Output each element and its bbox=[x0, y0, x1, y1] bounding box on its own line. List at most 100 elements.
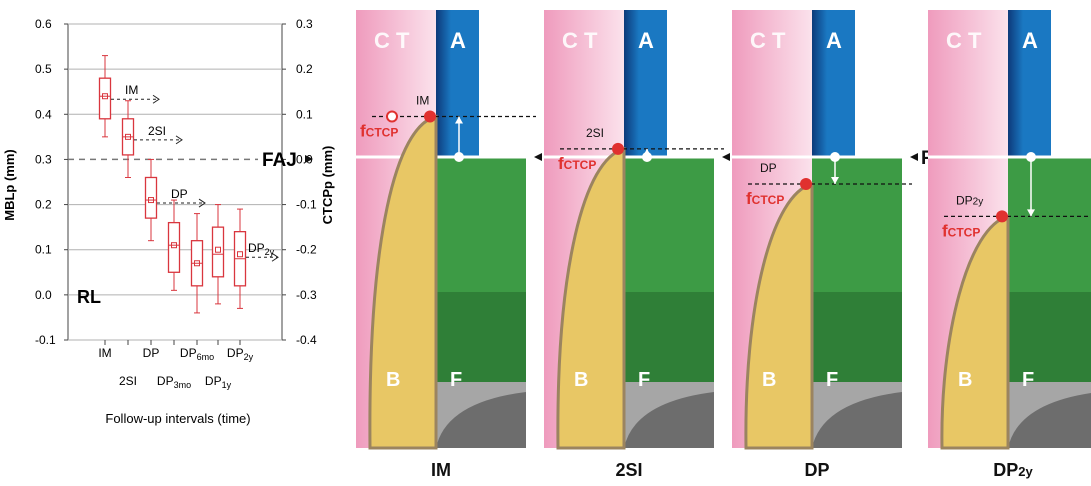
tick-label-right: -0.2 bbox=[296, 243, 317, 257]
ctcp-marker bbox=[996, 210, 1008, 223]
fixture-lower bbox=[1008, 292, 1091, 382]
trend-arrow-label: DP2y bbox=[248, 241, 275, 257]
fixture-label: F bbox=[638, 369, 650, 391]
tick-label-right: 0.3 bbox=[296, 17, 313, 31]
chart-boxes bbox=[98, 55, 247, 314]
panel-title-subscript: 2y bbox=[1018, 464, 1033, 479]
tick-label-right: 0.1 bbox=[296, 107, 313, 121]
x-label-top: DP bbox=[143, 346, 160, 360]
tick-label-left: 0.1 bbox=[35, 243, 52, 257]
trend-arrow-label: IM bbox=[125, 83, 138, 97]
fixture-upper bbox=[812, 157, 902, 292]
chart-arrows: IM 2SI DP DP2y bbox=[111, 83, 279, 262]
fctcp-subscript: CTCP bbox=[948, 225, 981, 239]
x-label-subscript: 2y bbox=[244, 352, 254, 362]
arrow-head-icon bbox=[175, 135, 183, 145]
x-label-subscript: 1y bbox=[222, 380, 232, 390]
panel-title: DP2y bbox=[993, 460, 1033, 480]
tick-label-left: 0.2 bbox=[35, 198, 52, 212]
fixture-base-shadow bbox=[1008, 393, 1091, 448]
level-arrow-head-icon bbox=[643, 148, 651, 156]
bone bbox=[744, 182, 814, 450]
fixture-upper bbox=[436, 157, 526, 292]
fixture-lower bbox=[624, 292, 714, 382]
arrow-head-icon bbox=[271, 252, 279, 262]
fixture-upper bbox=[1008, 157, 1091, 292]
fixture-label: F bbox=[450, 369, 462, 391]
panel-dp2y: C TABFDP2yfCTCPFAJDP2y bbox=[928, 10, 1091, 480]
ct-label: C T bbox=[374, 28, 410, 53]
mean-marker bbox=[171, 242, 177, 249]
tick-label-left: 0.4 bbox=[35, 107, 52, 121]
panel-title: 2SI bbox=[615, 460, 642, 480]
panel-2si: C TABF2SIfCTCPFAJ2SI bbox=[544, 10, 768, 480]
box-plot-chart: 0.6 0.3 0.5 0.2 0.4 0.1 0.3 0.0 0.2 -0.1 0.1 -0.2 0.… bbox=[2, 17, 335, 426]
faj-label-chart: FAJ bbox=[262, 150, 297, 171]
ct-label: C T bbox=[946, 28, 982, 53]
ctcp-level-label: 2SI bbox=[586, 126, 604, 140]
x-label-bottom: 2SI bbox=[119, 374, 137, 388]
faj-point bbox=[1026, 152, 1036, 162]
ctcp-level-label: DP bbox=[760, 161, 777, 175]
level-arrow-head-icon bbox=[831, 177, 839, 184]
fctcp-subscript: CTCP bbox=[366, 126, 399, 140]
mean-marker bbox=[215, 246, 221, 253]
abutment-label: A bbox=[826, 28, 842, 53]
x-label-top: DP2y bbox=[227, 346, 254, 362]
abutment bbox=[436, 10, 479, 157]
bone-label: B bbox=[574, 369, 588, 391]
tick-label-left: 0.0 bbox=[35, 288, 52, 302]
panel-title: DP bbox=[804, 460, 829, 480]
fixture-base-shadow bbox=[436, 392, 526, 448]
tick-label-right: -0.3 bbox=[296, 288, 317, 302]
fixture-base-shadow bbox=[812, 392, 902, 448]
ctcp-marker bbox=[424, 110, 436, 123]
bone bbox=[940, 214, 1010, 450]
x-axis-label: Follow-up intervals (time) bbox=[105, 411, 250, 426]
faj-pointer-icon bbox=[722, 153, 730, 161]
abutment bbox=[812, 10, 855, 157]
x-label-bottom: DP1y bbox=[205, 374, 232, 390]
arrow-label-subscript: 2y bbox=[265, 247, 275, 257]
ctcp-marker bbox=[612, 142, 624, 155]
abutment bbox=[1008, 10, 1051, 157]
fixture-lower bbox=[812, 292, 902, 382]
x-label-top: DP6mo bbox=[180, 346, 214, 362]
tick-label-left: 0.3 bbox=[35, 152, 52, 166]
x-label-subscript: 3mo bbox=[174, 380, 192, 390]
faj-point bbox=[830, 152, 840, 162]
bone-label: B bbox=[958, 369, 972, 391]
tick-label-right: -0.1 bbox=[296, 198, 317, 212]
x-label-bottom: DP3mo bbox=[157, 374, 191, 390]
tick-label-right: 0.0 bbox=[296, 152, 313, 166]
mean-marker bbox=[237, 251, 243, 258]
y-axis-label-right: CTCPp (mm) bbox=[320, 146, 335, 225]
tick-label-right: 0.2 bbox=[296, 62, 313, 76]
tick-label-right: -0.4 bbox=[296, 333, 317, 347]
y-axis-label-left: MBLp (mm) bbox=[2, 149, 17, 221]
level-arrow-head-icon bbox=[455, 116, 463, 124]
implant-panels: C TABFIMfCTCPFAJIMC TABF2SIfCTCPFAJ2SIC … bbox=[356, 10, 1091, 481]
level-arrow-head-icon bbox=[1027, 209, 1035, 217]
panel-im: C TABFIMfCTCPFAJIM bbox=[356, 10, 580, 480]
abutment-label: A bbox=[1022, 28, 1038, 53]
x-label-subscript: 6mo bbox=[197, 352, 215, 362]
bone-label: B bbox=[762, 369, 776, 391]
abutment bbox=[624, 10, 667, 157]
faj-pointer-icon bbox=[534, 153, 542, 161]
fctcp-subscript: CTCP bbox=[752, 193, 785, 207]
bone-label: B bbox=[386, 369, 400, 391]
fctcp-label: fCTCP bbox=[942, 221, 980, 240]
faj-arrow-icon bbox=[305, 155, 313, 163]
arrow-head-icon bbox=[152, 94, 160, 104]
bone bbox=[556, 146, 626, 450]
ctcp-level-label: IM bbox=[416, 94, 429, 108]
initial-marker bbox=[386, 110, 398, 123]
abutment-label: A bbox=[450, 28, 466, 53]
trend-arrow-label: 2SI bbox=[148, 124, 166, 138]
ctcp-marker bbox=[800, 178, 812, 190]
faj-point bbox=[454, 152, 464, 162]
abutment-label: A bbox=[638, 28, 654, 53]
arrow-head-icon bbox=[198, 198, 206, 208]
bone bbox=[368, 114, 438, 450]
